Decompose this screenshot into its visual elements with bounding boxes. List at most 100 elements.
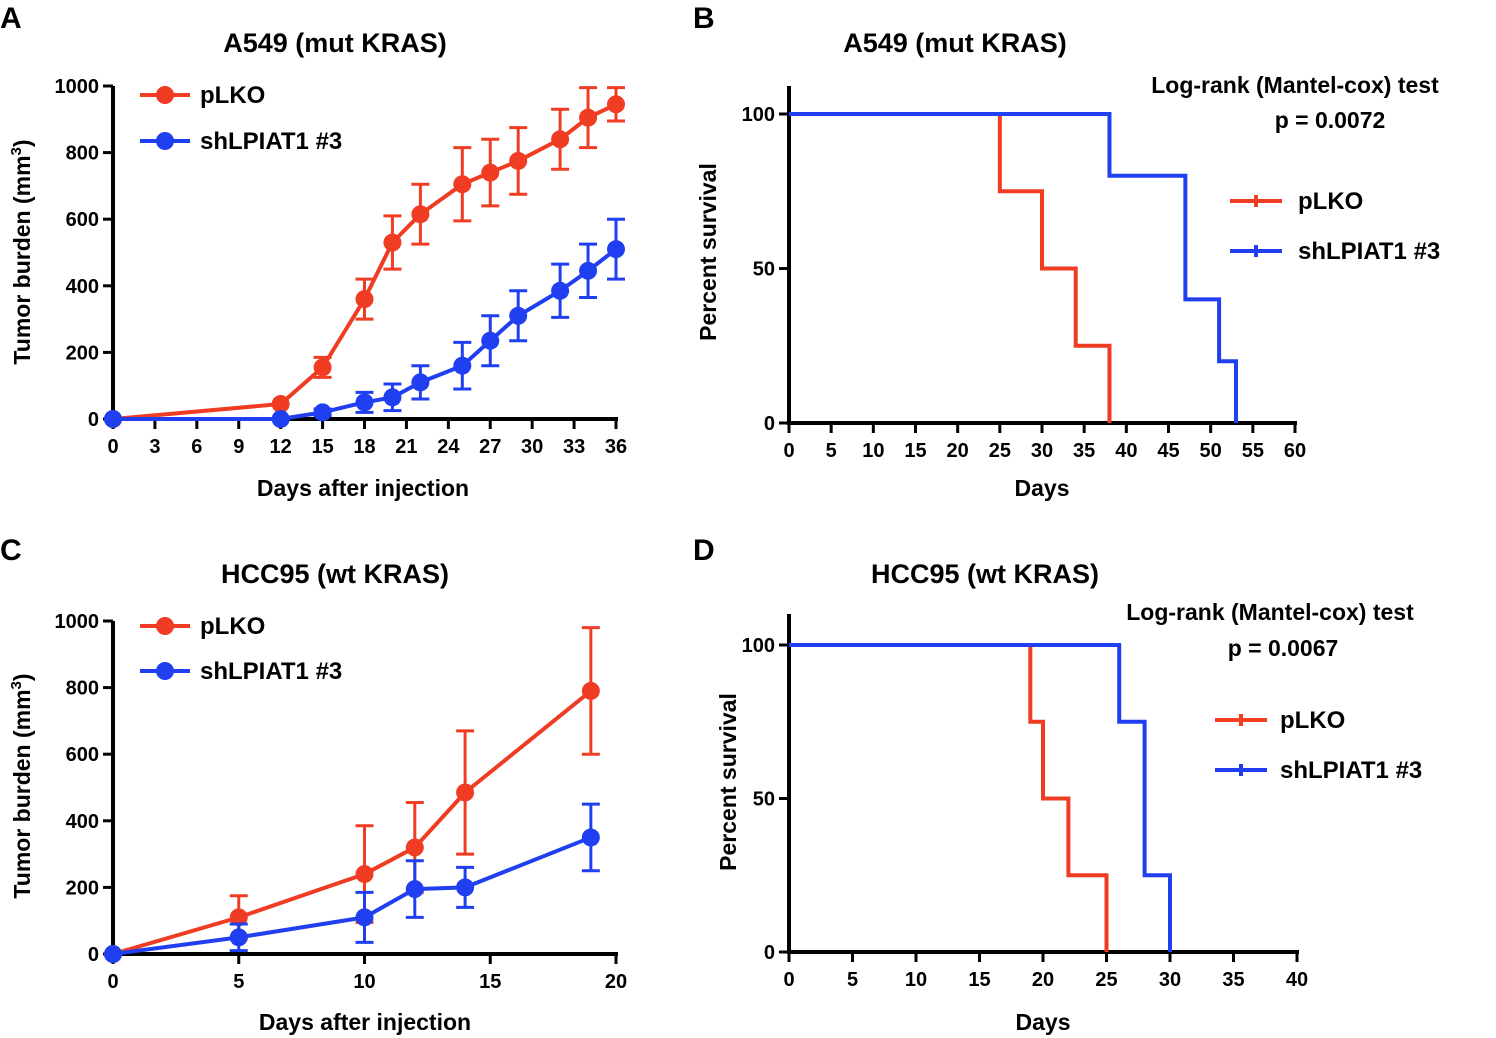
x-tick-label: 18	[353, 436, 375, 458]
panel-d-test-name: Log-rank (Mantel-cox) test	[1126, 599, 1414, 625]
survival-curve-shlpiat1	[789, 112, 1238, 423]
panel-c-x-label: Days after injection	[259, 1009, 471, 1035]
legend-label-plko: pLKO	[200, 82, 265, 109]
data-point-plko	[411, 205, 430, 224]
data-point-plko	[229, 908, 248, 927]
x-tick-label: 40	[1115, 440, 1137, 462]
y-tick-label: 400	[66, 276, 99, 298]
x-tick-label: 24	[437, 436, 460, 458]
legend-label-shlpiat1: shLPIAT1 #3	[200, 128, 342, 155]
x-tick-label: 15	[968, 969, 990, 991]
legend-label-plko: pLKO	[1298, 188, 1363, 215]
x-tick-label: 20	[947, 440, 969, 462]
data-point-shlpiat1	[481, 331, 500, 350]
panel-b-legend: pLKO shLPIAT1 #3	[1230, 188, 1440, 265]
legend-marker-plko	[156, 617, 174, 635]
x-tick-label: 0	[783, 969, 794, 991]
data-point-shlpiat1	[456, 878, 475, 897]
panel-d-y-label: Percent survival	[715, 693, 741, 871]
panel-b-title: A549 (mut KRAS)	[843, 28, 1067, 58]
y-tick-label: 200	[66, 877, 99, 899]
data-point-shlpiat1	[104, 410, 122, 428]
panel-d: D HCC95 (wt KRAS) Percent survival Days …	[693, 534, 1422, 1035]
x-tick-label: 45	[1157, 440, 1179, 462]
panel-a: A A549 (mut KRAS) Tumor burden (mm3) Day…	[0, 2, 469, 501]
panel-d-legend: pLKO shLPIAT1 #3	[1215, 707, 1422, 784]
data-point-shlpiat1	[453, 356, 472, 375]
data-point-shlpiat1	[271, 410, 290, 428]
panel-a-x-label: Days after injection	[257, 475, 469, 501]
panel-d-title: HCC95 (wt KRAS)	[871, 559, 1099, 589]
data-point-shlpiat1	[229, 928, 248, 947]
x-tick-label: 21	[395, 436, 417, 458]
data-point-shlpiat1	[313, 403, 332, 422]
data-point-plko	[509, 151, 528, 170]
data-point-shlpiat1	[607, 240, 625, 259]
panel-d-letter: D	[693, 534, 715, 567]
panel-c-title: HCC95 (wt KRAS)	[221, 559, 449, 589]
x-tick-label: 5	[847, 969, 858, 991]
data-point-shlpiat1	[579, 261, 598, 280]
data-point-plko	[456, 783, 475, 802]
panel-a-y-label: Tumor burden (mm3)	[8, 139, 35, 364]
data-point-shlpiat1	[405, 880, 424, 899]
panel-c-legend: pLKO shLPIAT1 #3	[140, 613, 342, 685]
data-point-shlpiat1	[104, 945, 122, 963]
panel-c: C HCC95 (wt KRAS) Tumor burden (mm3) Day…	[0, 534, 471, 1035]
x-tick-label: 15	[904, 440, 926, 462]
data-point-shlpiat1	[383, 388, 402, 407]
x-tick-label: 12	[270, 436, 292, 458]
y-tick-label: 50	[753, 259, 775, 281]
data-point-shlpiat1	[509, 306, 528, 325]
data-point-plko	[607, 95, 625, 114]
survival-curve-plko	[789, 643, 1109, 952]
series-line-plko	[112, 102, 617, 421]
data-point-shlpiat1	[411, 373, 430, 392]
y-tick-label: 100	[742, 635, 775, 657]
x-tick-label: 33	[563, 436, 585, 458]
data-point-plko	[581, 681, 600, 700]
legend-label-shlpiat1: shLPIAT1 #3	[1298, 238, 1440, 265]
y-tick-label: 1000	[55, 611, 100, 633]
x-tick-label: 10	[905, 969, 927, 991]
series-line-shlpiat1	[112, 835, 592, 956]
x-tick-label: 20	[1032, 969, 1054, 991]
y-tick-label: 1000	[55, 76, 100, 98]
x-tick-label: 25	[989, 440, 1011, 462]
y-tick-label: 400	[66, 811, 99, 833]
panel-a-title: A549 (mut KRAS)	[223, 28, 447, 58]
x-tick-label: 10	[862, 440, 884, 462]
x-tick-label: 0	[107, 436, 118, 458]
panel-b-x-label: Days	[1015, 475, 1070, 501]
data-point-shlpiat1	[551, 281, 570, 300]
data-point-plko	[481, 163, 500, 182]
data-point-shlpiat1	[581, 828, 600, 847]
x-tick-label: 5	[826, 440, 837, 462]
x-tick-label: 5	[233, 971, 244, 993]
panel-d-plot: 0 5 10 15 20 25 30 35 40 0 50 100	[742, 614, 1308, 991]
panel-c-letter: C	[0, 534, 22, 567]
panel-b-test-name: Log-rank (Mantel-cox) test	[1151, 72, 1439, 98]
x-tick-label: 9	[233, 436, 244, 458]
y-tick-label: 600	[66, 744, 99, 766]
legend-label-plko: pLKO	[1280, 707, 1345, 734]
y-tick-label: 200	[66, 342, 99, 364]
data-point-plko	[271, 395, 290, 414]
panel-d-x-label: Days	[1016, 1009, 1071, 1035]
panel-b-letter: B	[693, 2, 715, 35]
y-tick-label: 800	[66, 678, 99, 700]
y-tick-label: 0	[764, 413, 775, 435]
x-tick-label: 50	[1200, 440, 1222, 462]
y-tick-label: 800	[66, 143, 99, 165]
y-tick-label: 0	[88, 944, 99, 966]
panel-b-plot: 0 5 10 15 20 25 30 35 40 45 50 55 60 0 50 100	[742, 86, 1306, 462]
data-point-plko	[453, 175, 472, 194]
data-point-plko	[355, 865, 374, 884]
y-tick-label: 50	[753, 789, 775, 811]
data-point-shlpiat1	[355, 908, 374, 927]
x-tick-label: 35	[1222, 969, 1244, 991]
x-tick-label: 30	[521, 436, 543, 458]
